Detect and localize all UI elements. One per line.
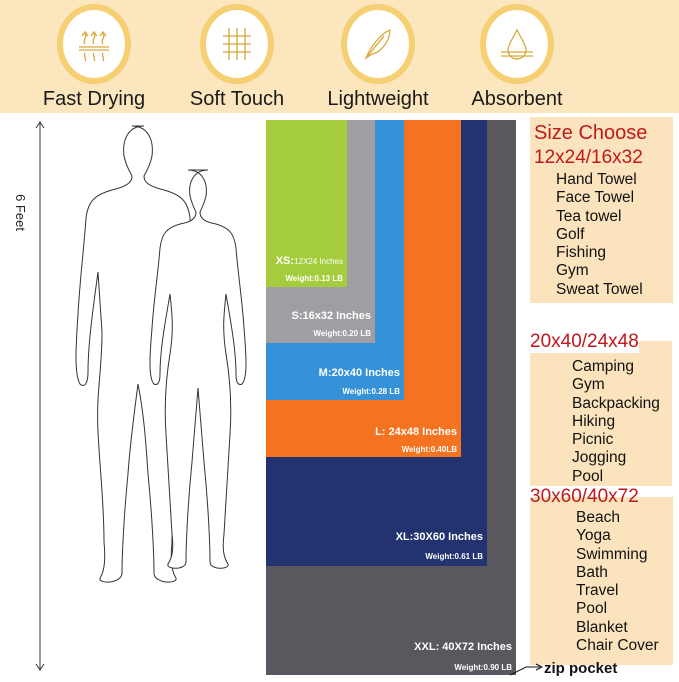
feature-label: Fast Drying [42, 88, 146, 110]
use-item: Blanket [576, 618, 628, 636]
use-item: Swimming [576, 545, 648, 563]
feature-label: Absorbent [471, 88, 563, 110]
use-item: Gym [556, 262, 589, 280]
size-group-heading: 30x60/40x72 [530, 486, 639, 507]
size-dims: 12X24 Inches [294, 257, 343, 266]
use-item: Beach [576, 509, 620, 526]
use-item: Sweat Towel [556, 280, 643, 298]
size-group-medium: Camping Gym Backpacking Hiking Picnic Jogging… [530, 341, 672, 486]
feature-lightweight: Lightweight [318, 4, 438, 111]
use-item: Camping [572, 358, 635, 375]
towel-size-label: XXL: 40X72 Inches [414, 641, 512, 653]
height-arrow [35, 121, 45, 671]
towel-weight: Weight:0.40LB [401, 445, 457, 454]
feather-icon [364, 29, 391, 60]
use-item: Fishing [556, 244, 606, 262]
use-item: Pool [576, 600, 608, 618]
use-item: Hand Towel [556, 171, 637, 188]
size-group-large: Beach Yoga Swimming Bath Travel Pool Blanket Ch… [530, 497, 673, 665]
female-figure [149, 169, 247, 569]
use-item: Jogging [572, 449, 627, 467]
use-item: Hiking [572, 412, 616, 430]
zip-pocket-pointer [510, 663, 544, 676]
use-item: Picnic [572, 431, 614, 449]
use-item: Backpacking [572, 394, 660, 412]
use-item: Gym [572, 376, 605, 394]
use-item: Tea towel [556, 207, 622, 225]
zip-pocket-label: zip pocket [544, 660, 618, 677]
towel-size-label: M:20x40 Inches [318, 367, 400, 379]
feature-absorbent: Absorbent [457, 4, 577, 111]
towel-weight: Weight:0.90 LB [454, 663, 512, 672]
use-item: Golf [556, 225, 585, 243]
use-item: Pool [572, 467, 604, 485]
towel-weight: Weight:0.20 LB [313, 329, 371, 338]
towel-weight: Weight:0.28 LB [342, 387, 400, 396]
water-drop-icon [501, 28, 533, 60]
towel-size-label: L: 24x48 Inches [375, 426, 457, 438]
size-choose-title: Size Choose [534, 122, 648, 144]
towel-size-label: S:16x32 Inches [291, 310, 372, 322]
towel-size-label: XS:12X24 Inches [276, 255, 343, 267]
use-item: Bath [576, 563, 608, 581]
size-group-heading: 20x40/24x48 [530, 331, 639, 353]
use-item: Face Towel [556, 189, 635, 207]
human-silhouettes [75, 125, 247, 583]
height-label: 6 Feet [12, 194, 28, 231]
size-group-small: Size Choose 12x24/16x32 Hand Towel Face T… [530, 117, 673, 303]
use-item: Chair Cover [576, 637, 659, 655]
feature-soft-touch: Soft Touch [177, 4, 297, 111]
towel-weight: Weight:0.13 LB [285, 274, 343, 283]
towel-weight: Weight:0.61 LB [425, 552, 483, 561]
feature-fast-drying: Fast Drying [34, 4, 154, 111]
size-group-heading: 12x24/16x32 [534, 147, 643, 168]
size-code: XS: [275, 255, 295, 267]
towel-0: XS:12X24 Inches Weight:0.13 LB [266, 120, 347, 287]
feature-label: Lightweight [327, 88, 429, 110]
towel-size-label: XL:30X60 Inches [395, 531, 483, 543]
use-item: Yoga [576, 527, 611, 545]
heat-waves-icon [79, 30, 109, 62]
fabric-weave-icon [223, 28, 251, 60]
feature-banner: Fast Drying Soft Touch Lightweight Absor… [0, 0, 679, 113]
feature-label: Soft Touch [189, 88, 285, 110]
use-item: Travel [576, 582, 619, 600]
